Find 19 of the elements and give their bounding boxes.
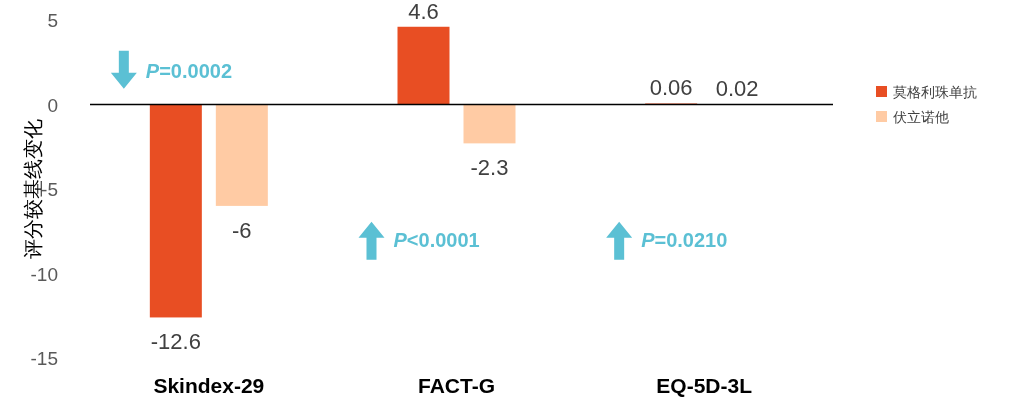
y-tick-label: 5 <box>47 10 58 31</box>
legend-label: 伏立诺他 <box>893 109 949 125</box>
data-label: 0.02 <box>715 76 759 102</box>
y-tick-label: 0 <box>47 94 58 116</box>
x-tick-label: EQ-5D-3L <box>656 374 753 397</box>
x-tick-label: Skindex-29 <box>153 374 265 397</box>
x-tick-label: FACT-G <box>418 374 495 397</box>
annotation: P=0.0002 <box>145 59 233 82</box>
annotation: P=0.0210 <box>641 228 728 251</box>
annotation: P<0.0001 <box>393 228 480 251</box>
data-label: 0.06 <box>649 75 693 101</box>
y-tick-label: -10 <box>30 263 58 285</box>
legend-label: 莫格利珠单抗 <box>893 84 977 100</box>
y-tick-label: -5 <box>41 179 58 200</box>
data-label: 4.6 <box>408 0 439 24</box>
data-label: -6 <box>232 217 252 243</box>
y-tick-label: -15 <box>30 348 58 369</box>
data-label: -12.6 <box>150 329 201 355</box>
data-label: -2.3 <box>470 155 509 181</box>
